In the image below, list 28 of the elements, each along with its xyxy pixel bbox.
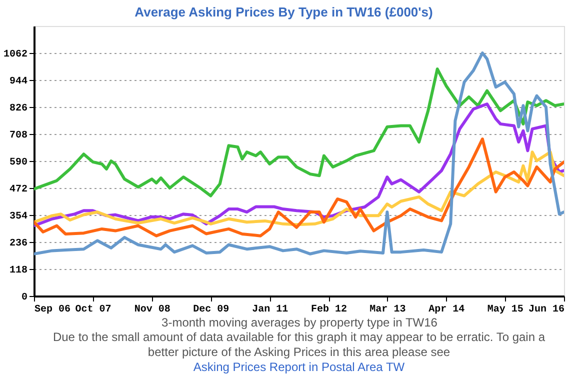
y-tick-label: 0 bbox=[21, 292, 28, 304]
y-tick-label: 590 bbox=[9, 158, 28, 168]
x-tick-label: Jan 11 bbox=[252, 304, 288, 316]
x-tick-label: Sep 06 bbox=[34, 304, 71, 316]
line-series bbox=[34, 150, 564, 226]
line-series bbox=[34, 68, 564, 198]
x-tick-label: Nov 08 bbox=[134, 304, 170, 316]
text: Asking Prices Report in Postal Area TW bbox=[193, 360, 406, 374]
x-tick-label: Feb 12 bbox=[311, 304, 348, 316]
x-tick-label: Mar 13 bbox=[370, 304, 406, 316]
y-tick-label: 118 bbox=[9, 266, 28, 276]
y-tick-label: 236 bbox=[9, 238, 28, 250]
line-series bbox=[34, 138, 564, 238]
chart-title: Average Asking Prices By Type in TW16 (£000's) bbox=[134, 4, 433, 20]
x-tick-label: Dec 09 bbox=[193, 304, 230, 316]
x-tick-label: Apr 14 bbox=[428, 304, 465, 316]
y-tick-label: 1062 bbox=[3, 50, 28, 60]
x-tick-label: Oct 07 bbox=[75, 304, 112, 316]
y-tick-label: 472 bbox=[9, 184, 28, 196]
line-series bbox=[34, 52, 564, 256]
text: Due to the small amount of data available for this graph it may appear to be erratic. To gain a better picture of the Asking Prices in this area please see bbox=[52, 330, 546, 359]
y-tick-label: 708 bbox=[9, 130, 28, 142]
x-axis-title: 3-month moving averages by property type in TW16 bbox=[162, 316, 438, 330]
y-tick-label: 354 bbox=[9, 212, 28, 222]
y-tick-label: 826 bbox=[9, 104, 28, 114]
x-tick-label: Jun 16 bbox=[528, 304, 564, 316]
y-tick-label: 944 bbox=[9, 76, 28, 88]
x-tick-label: May 15 bbox=[487, 304, 524, 316]
